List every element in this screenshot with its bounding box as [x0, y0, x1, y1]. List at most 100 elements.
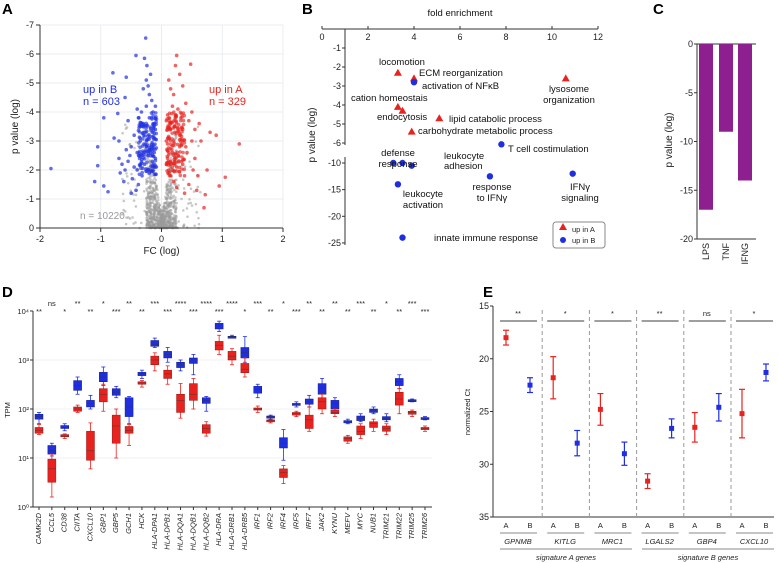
point-nonsig [129, 189, 133, 193]
gene-label: TRIM22 [394, 512, 403, 540]
point-nonsig [149, 178, 152, 181]
point-nonsig [121, 192, 125, 196]
gene-label: HLA-DRB1 [227, 513, 236, 550]
point-up-in-a [173, 130, 177, 135]
point-nonsig [158, 212, 161, 215]
point-up-in-b [92, 179, 97, 184]
point-up-in-a [180, 115, 184, 119]
point-up-in-b [137, 141, 141, 145]
annotation-n-a: n = 329 [209, 96, 246, 108]
x-tick-label: 0 [159, 234, 164, 244]
mean-marker-a [692, 424, 698, 430]
point-nonsig [151, 179, 155, 182]
box-up-in-b [395, 378, 404, 386]
significance-label: * [243, 307, 246, 316]
point-up-in-b [144, 104, 149, 108]
point-nonsig [148, 197, 151, 201]
point-nonsig [145, 189, 149, 192]
point-up-in-b [142, 157, 147, 161]
gene-label: GBP1 [98, 513, 107, 533]
box-up-in-b [189, 357, 198, 364]
point-nonsig [173, 188, 176, 192]
point-nonsig [153, 193, 157, 197]
point-up-in-b [142, 56, 147, 61]
mean-marker-b [669, 425, 675, 431]
point-up-in-b [123, 168, 127, 172]
term-label: T cell costimulation [508, 144, 589, 155]
gene-label: IRF1 [253, 513, 262, 529]
point-up-in-b [124, 75, 129, 79]
box-up-in-b [150, 340, 160, 347]
point-nonsig [147, 210, 151, 214]
point-up-in-a [179, 134, 184, 139]
y-tick-label: 15 [479, 301, 489, 311]
point-up-in-a [174, 115, 178, 119]
mean-marker-a [503, 335, 509, 341]
term-label: cation homeostais [351, 93, 428, 104]
x-tick-label: -1 [97, 234, 105, 244]
point-nonsig [166, 206, 169, 210]
significance-label: ** [332, 299, 338, 308]
point-nonsig [162, 202, 166, 205]
box-up-in-a [47, 458, 57, 483]
point-up-in-a [184, 101, 188, 106]
y-tick-label: -4 [333, 100, 341, 110]
point-up-in-a [168, 87, 173, 91]
x-tick-label: 0 [319, 32, 324, 42]
point-nonsig [192, 190, 196, 193]
point-up-in-b [153, 111, 158, 115]
y-tick-label: 20 [479, 354, 489, 364]
point-up-in-b [135, 107, 139, 111]
bar-tnf [719, 44, 733, 132]
point-up-in-a [173, 155, 177, 160]
annotation-n-b: n = 603 [83, 96, 120, 108]
marker-up-in-b [399, 159, 406, 167]
point-up-in-b [139, 110, 144, 114]
box-up-in-b [227, 336, 237, 339]
point-up-in-b [150, 147, 154, 152]
significance-label: * [753, 309, 756, 318]
y-tick-label: -6 [26, 49, 34, 59]
legend-label-b: up in B [572, 236, 595, 245]
marker-up-in-b [390, 159, 397, 167]
point-up-in-b [141, 153, 145, 157]
point-up-in-a [177, 72, 182, 77]
point-up-in-a [180, 129, 184, 134]
group-label: B [622, 521, 627, 530]
point-up-in-a [177, 165, 182, 170]
point-nonsig [169, 156, 173, 160]
point-up-in-a [182, 174, 187, 178]
point-up-in-a [173, 118, 177, 123]
term-label: leukocyte [444, 151, 484, 162]
point-nonsig [167, 191, 170, 195]
point-nonsig [197, 222, 201, 226]
gene-label: GBP5 [111, 512, 120, 533]
x-tick-label: 6 [457, 32, 462, 42]
significance-label: **** [226, 299, 238, 308]
point-up-in-b [129, 191, 133, 195]
term-label: endocytosis [377, 112, 427, 123]
point-up-in-b [141, 166, 145, 171]
point-up-in-b [95, 145, 100, 149]
point-up-in-b [117, 139, 121, 143]
point-up-in-b [154, 172, 158, 176]
point-up-in-b [112, 136, 116, 140]
y-tick-label: 10⁴ [17, 307, 29, 316]
point-up-in-b [144, 137, 149, 142]
term-label: to IFNγ [477, 193, 508, 204]
point-up-in-a [176, 128, 180, 133]
point-nonsig [126, 181, 130, 185]
point-up-in-a [165, 161, 169, 165]
point-nonsig [188, 197, 191, 201]
box-up-in-b [86, 400, 95, 408]
point-up-in-a [199, 139, 203, 143]
point-up-in-b [128, 153, 132, 158]
point-up-in-b [126, 118, 130, 123]
mean-marker-b [716, 404, 722, 410]
point-up-in-b [150, 135, 155, 139]
term-label: leukocyte [403, 189, 443, 200]
box-up-in-b [330, 400, 340, 410]
point-up-in-b [145, 63, 149, 68]
y-tick-label: -10 [680, 137, 693, 147]
